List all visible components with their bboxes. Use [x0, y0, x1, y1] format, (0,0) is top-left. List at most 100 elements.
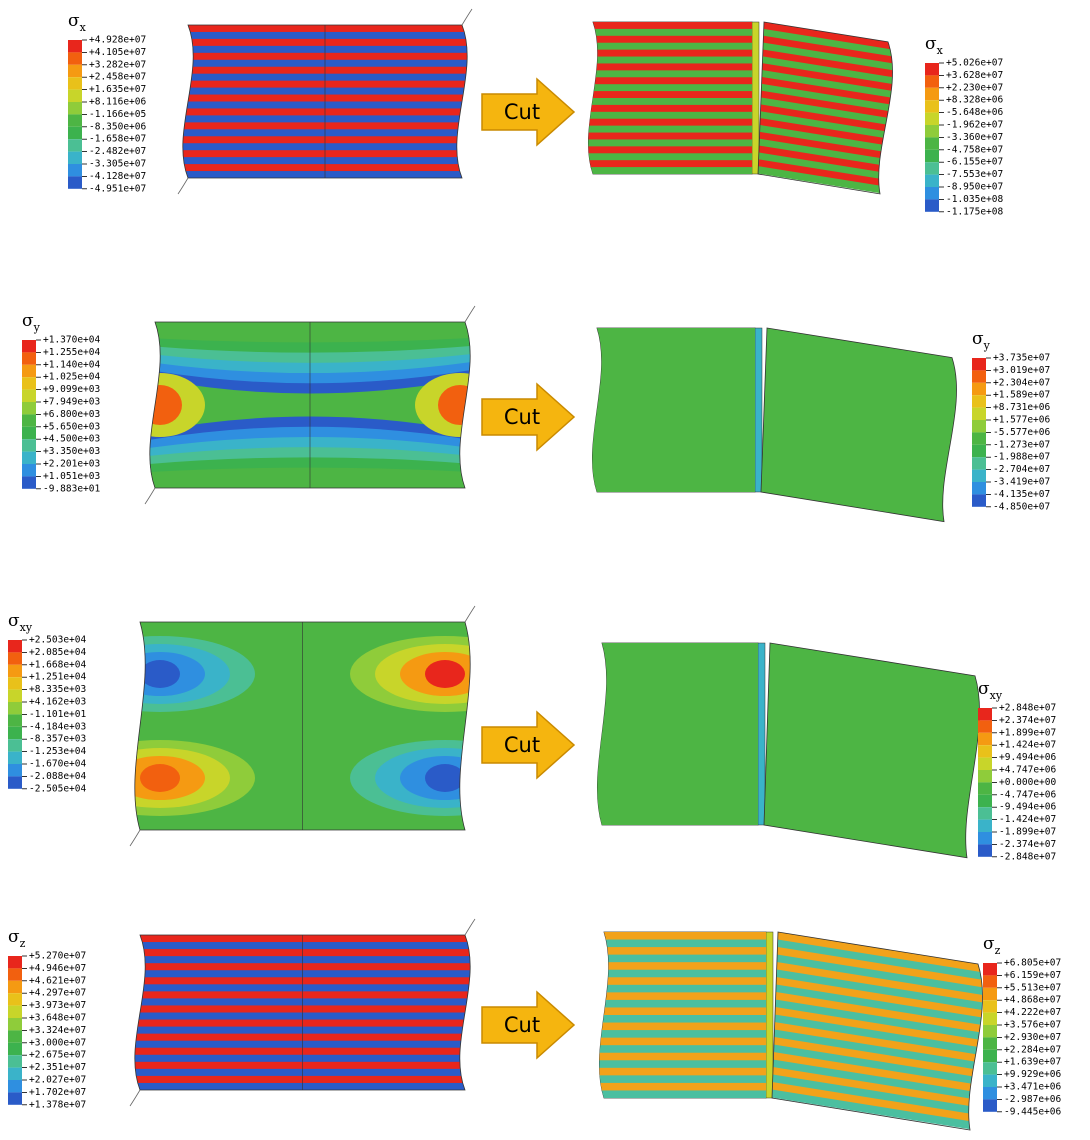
color-band	[972, 432, 986, 444]
legend-symbol: σ	[972, 329, 984, 349]
legend-label: +1.589e+07	[993, 390, 1050, 401]
legend-title: σx	[925, 34, 944, 57]
color-band	[8, 764, 22, 776]
color-band	[8, 1030, 22, 1042]
color-band	[978, 758, 992, 770]
legend-label: -5.648e+06	[946, 107, 1003, 118]
legend-label: +1.668e+04	[29, 659, 86, 670]
legend-label: +3.471e+06	[1004, 1082, 1061, 1093]
legend-subscript: x	[80, 21, 87, 34]
legend-label: -9.445e+06	[1004, 1106, 1061, 1117]
color-band	[8, 1068, 22, 1080]
legend-label: +4.928e+07	[89, 35, 146, 46]
legend-symbol: σ	[68, 11, 80, 31]
legend-label: -4.184e+03	[29, 721, 86, 732]
legend-title: σy	[972, 329, 991, 352]
legend-label: -9.494e+06	[999, 802, 1056, 813]
color-band	[978, 708, 992, 720]
legend-label: -4.135e+07	[993, 489, 1050, 500]
legend-label: +4.747e+06	[999, 765, 1056, 776]
legend-label: +3.324e+07	[29, 1025, 86, 1036]
arrow-label: Cut	[504, 100, 540, 124]
skewed-fill	[738, 926, 1018, 1137]
legend-label: -1.670e+04	[29, 759, 86, 770]
color-band	[978, 782, 992, 794]
color-band	[925, 162, 939, 174]
arrow-label: Cut	[504, 733, 540, 757]
legend-subscript: y	[983, 339, 991, 352]
color-band	[983, 1000, 997, 1012]
legend-label: +8.116e+06	[89, 97, 146, 108]
legend-label: -6.155e+07	[946, 157, 1003, 168]
color-band	[68, 176, 82, 188]
color-band	[68, 65, 82, 77]
color-band	[68, 52, 82, 64]
legend-label: +3.000e+07	[29, 1037, 86, 1048]
color-band	[22, 390, 36, 402]
legend-label: -1.988e+07	[993, 452, 1050, 463]
blob	[425, 764, 465, 792]
color-band	[8, 776, 22, 788]
color-band	[22, 352, 36, 364]
legend: σxy+2.848e+07+2.374e+07+1.899e+07+1.424e…	[978, 679, 1056, 862]
legend-label: -4.128e+07	[89, 171, 146, 182]
color-band	[978, 807, 992, 819]
color-band	[8, 1055, 22, 1067]
legend-label: +1.370e+04	[43, 335, 100, 346]
legend-label: -4.951e+07	[89, 183, 146, 194]
color-band	[8, 1018, 22, 1030]
legend-label: +2.848e+07	[999, 703, 1056, 714]
legend-label: +2.284e+07	[1004, 1044, 1061, 1055]
legend-label: +9.929e+06	[1004, 1069, 1061, 1080]
color-band	[68, 152, 82, 164]
color-band	[983, 1075, 997, 1087]
legend-label: +2.230e+07	[946, 82, 1003, 93]
color-band	[8, 727, 22, 739]
legend-label: +1.251e+04	[29, 672, 86, 683]
legend-label: +3.350e+03	[43, 446, 100, 457]
legend-label: +4.162e+03	[29, 697, 86, 708]
color-band	[972, 395, 986, 407]
color-band	[8, 956, 22, 968]
legend-label: +6.159e+07	[1004, 970, 1061, 981]
legend-label: +2.304e+07	[993, 377, 1050, 388]
color-band	[22, 365, 36, 377]
legend-symbol: σ	[22, 311, 34, 331]
color-band	[22, 464, 36, 476]
legend-label: +1.025e+04	[43, 372, 100, 383]
legend-label: -9.883e+01	[43, 483, 100, 494]
legend-label: -4.758e+07	[946, 144, 1003, 155]
legend-subscript: z	[20, 937, 26, 950]
legend-label: +2.201e+03	[43, 459, 100, 470]
skewed-fill	[727, 282, 992, 568]
legend-label: -8.350e+06	[89, 121, 146, 132]
legend-label: +1.140e+04	[43, 359, 100, 370]
legend-label: -2.482e+07	[89, 146, 146, 157]
cut-face	[766, 932, 773, 1098]
legend-label: +2.027e+07	[29, 1075, 86, 1086]
arrow-label: Cut	[504, 405, 540, 429]
legend-label: -1.253e+04	[29, 746, 86, 757]
legend-label: -2.704e+07	[993, 464, 1050, 475]
legend-label: +4.500e+03	[43, 434, 100, 445]
color-band	[925, 137, 939, 149]
blob	[140, 660, 180, 688]
legend-symbol: σ	[925, 34, 937, 54]
legend-label: -8.357e+03	[29, 734, 86, 745]
color-band	[983, 963, 997, 975]
legend-title: σz	[8, 927, 26, 950]
legend-title: σz	[983, 934, 1001, 957]
color-band	[983, 1037, 997, 1049]
color-band	[978, 770, 992, 782]
color-band	[925, 125, 939, 137]
color-band	[972, 358, 986, 370]
color-band	[8, 739, 22, 751]
color-band	[8, 1043, 22, 1055]
legend-label: +2.503e+04	[29, 635, 86, 646]
legend-label: -2.374e+07	[999, 839, 1056, 850]
color-band	[68, 164, 82, 176]
figure: σx+4.928e+07+4.105e+07+3.282e+07+2.458e+…	[0, 0, 1090, 1140]
color-band	[68, 139, 82, 151]
color-band	[68, 90, 82, 102]
color-band	[8, 640, 22, 652]
